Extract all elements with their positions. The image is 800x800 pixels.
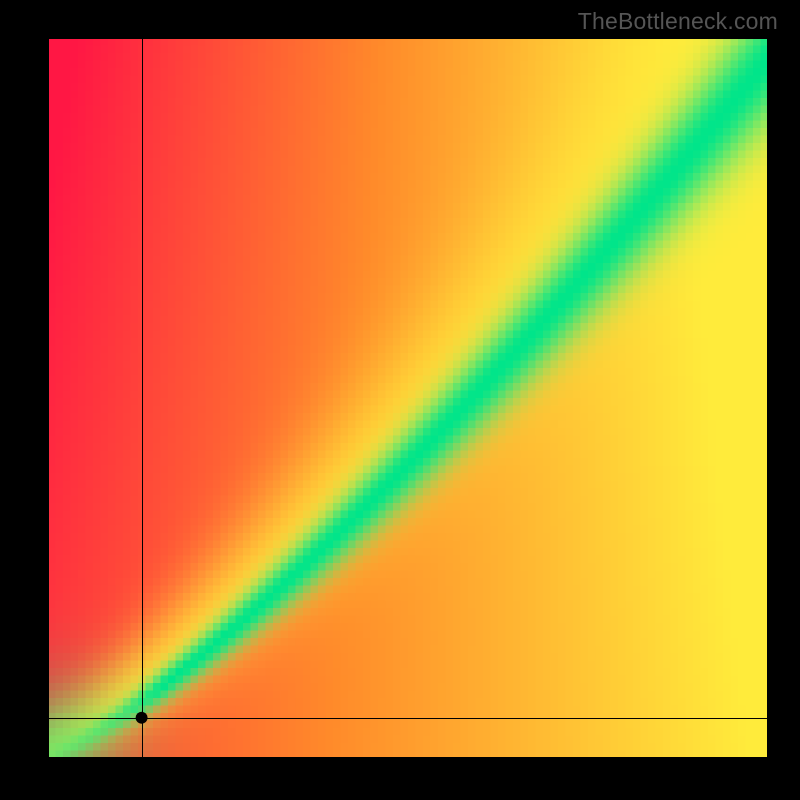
watermark-text: TheBottleneck.com bbox=[578, 8, 778, 35]
crosshair-overlay bbox=[0, 0, 800, 800]
chart-container: TheBottleneck.com bbox=[0, 0, 800, 800]
